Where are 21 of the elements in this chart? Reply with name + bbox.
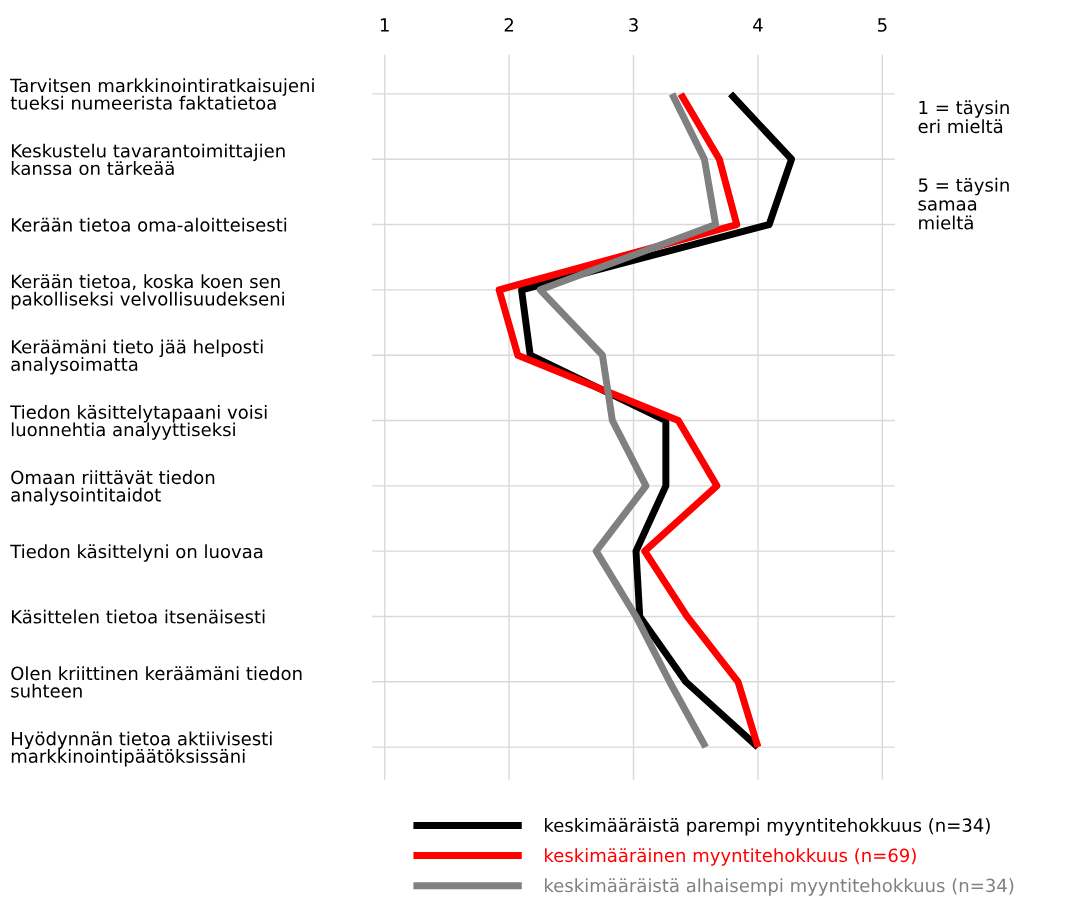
text: 5 = täysin samaa mieltä	[918, 177, 1009, 230]
x-tick-label: 4	[753, 18, 763, 32]
text: 1 = täysin eri mieltä	[918, 100, 1009, 134]
x-tick-label: 2	[504, 18, 514, 32]
y-tick-label: Olen kriittinen keräämäni tiedon suhteen	[11, 666, 302, 698]
x-tick-label: 5	[878, 18, 887, 32]
y-tick-label: Tiedon käsittelyni on luovaa	[10, 544, 263, 562]
x-tick-label: 3	[629, 18, 638, 32]
text: keskimääräinen myyntitehokkuus (n=69)	[545, 848, 916, 866]
y-tick-label: Tarvitsen markkinointiratkaisujeni tueksi numeerista faktatietoa	[10, 78, 314, 110]
y-tick-label: Tiedon käsittelytapaani voisi luonnehtia analyyttiseksi	[10, 404, 267, 440]
y-tick-label: Hyödynnän tietoa aktiivisesti markkinointipäätöksissäni	[11, 731, 272, 767]
y-tick-label: Kerään tietoa, koska koen sen pakolliseksi velvollisuudekseni	[11, 274, 284, 310]
y-tick-label: Kerään tietoa oma-aloitteisesti	[11, 217, 287, 232]
y-tick-label: Käsittelen tietoa itsenäisesti	[11, 609, 265, 624]
y-tick-label: Keräämäni tieto jää helposti analysoimatta	[11, 339, 263, 375]
x-tick-label: 1	[380, 18, 389, 32]
text: keskimääräistä parempi myyntitehokkuus (n=34)	[545, 818, 990, 836]
text: keskimääräistä alhaisempi myyntitehokkuus (n=34)	[545, 878, 1014, 896]
y-tick-label: Keskustelu tavarantoimittajien kanssa on tärkeää	[11, 143, 285, 176]
y-tick-label: Omaan riittävät tiedon analysointitaidot	[11, 470, 215, 506]
